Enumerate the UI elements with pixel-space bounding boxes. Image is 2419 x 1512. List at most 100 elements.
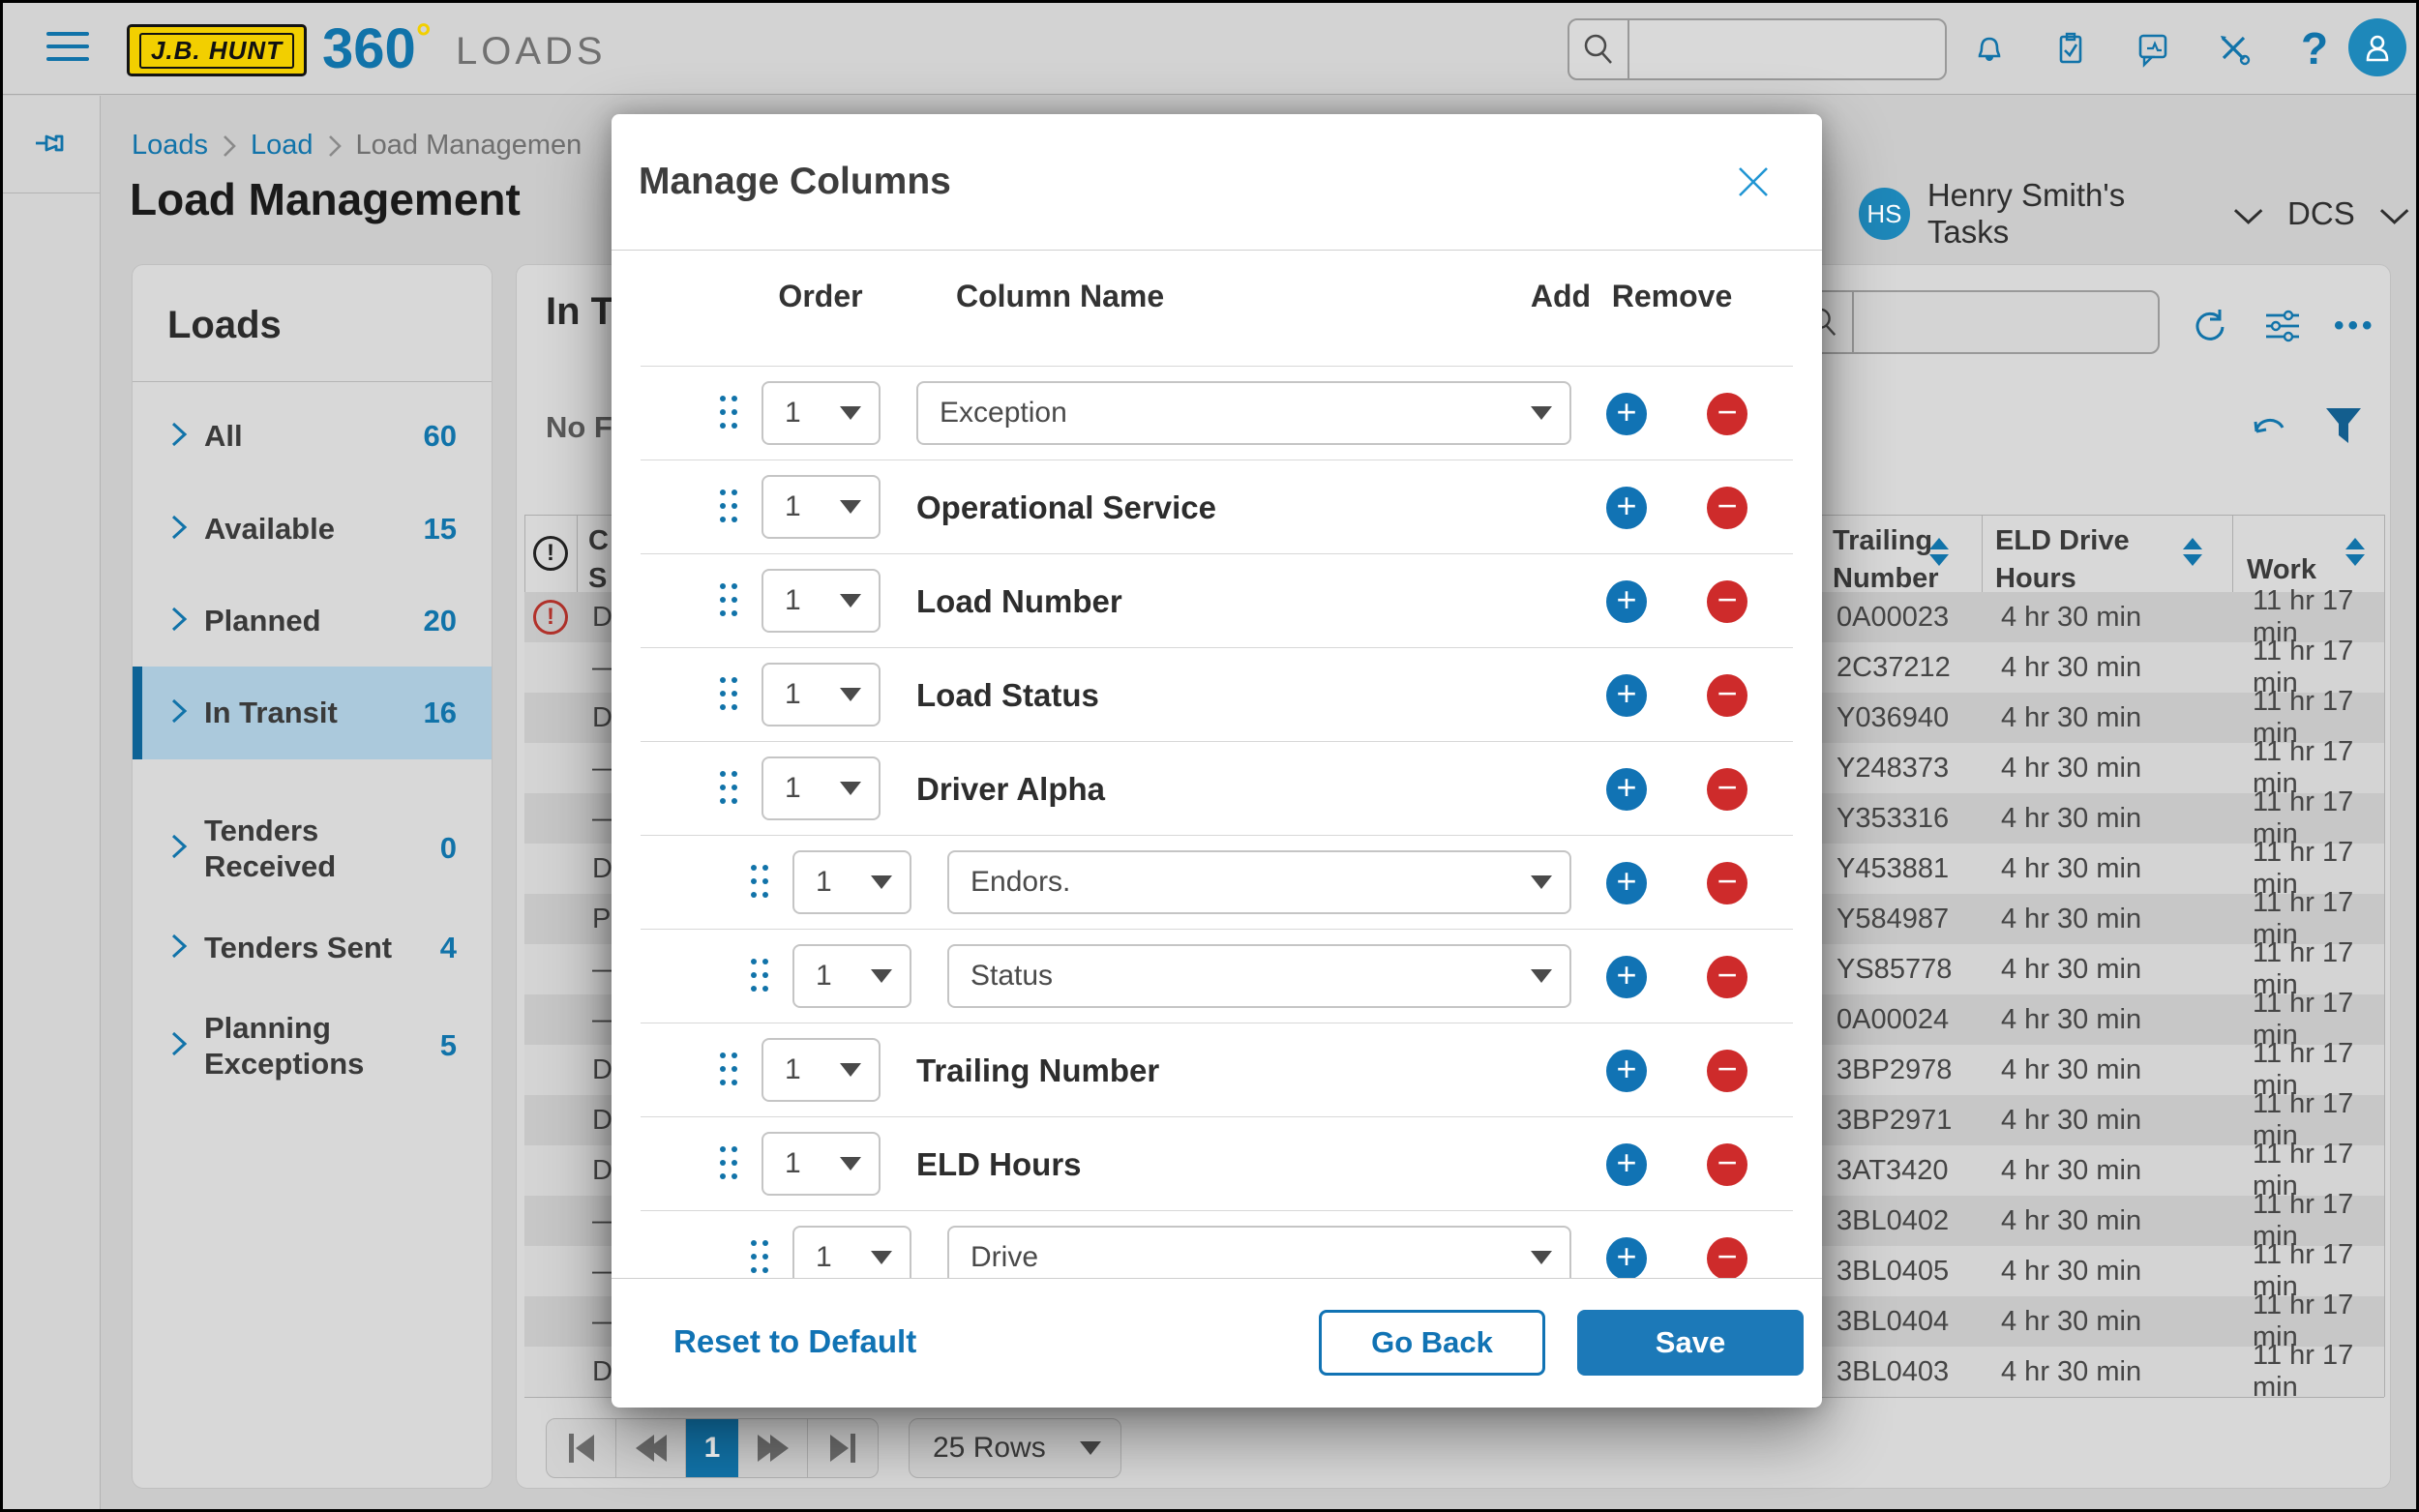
remove-column-button[interactable]: − — [1707, 1237, 1747, 1278]
save-button[interactable]: Save — [1577, 1310, 1804, 1376]
add-column-button[interactable]: + — [1606, 1143, 1647, 1186]
table-search-input[interactable] — [1854, 292, 2158, 352]
add-column-button[interactable]: + — [1606, 487, 1647, 529]
last-page-button[interactable] — [808, 1419, 878, 1477]
rows-per-page-select[interactable]: 25 Rows — [909, 1418, 1121, 1478]
drag-handle-icon[interactable] — [751, 865, 768, 898]
alert-column-header-icon[interactable]: ! — [533, 536, 568, 571]
order-select[interactable]: 1 — [762, 381, 881, 445]
global-search[interactable] — [1568, 18, 1947, 80]
remove-column-button[interactable]: − — [1707, 1143, 1747, 1186]
drag-handle-icon[interactable] — [751, 959, 768, 992]
filter-funnel-icon[interactable] — [2322, 404, 2365, 453]
next-page-button[interactable] — [738, 1419, 808, 1477]
sidebar-item-available[interactable]: Available 15 — [133, 483, 492, 576]
close-icon[interactable] — [1732, 161, 1775, 203]
remove-column-button[interactable]: − — [1707, 487, 1747, 529]
first-page-button[interactable] — [547, 1419, 616, 1477]
remove-column-button[interactable]: − — [1707, 580, 1747, 623]
feedback-chat-icon[interactable] — [2130, 26, 2174, 71]
go-back-button[interactable]: Go Back — [1319, 1310, 1545, 1376]
order-select[interactable]: 1 — [762, 756, 881, 820]
remove-column-button[interactable]: − — [1707, 956, 1747, 998]
add-column-button[interactable]: + — [1606, 674, 1647, 717]
help-icon[interactable]: ? — [2300, 23, 2329, 74]
add-column-button[interactable]: + — [1606, 768, 1647, 811]
notifications-bell-icon[interactable] — [1967, 26, 2012, 71]
current-page-button[interactable]: 1 — [686, 1419, 738, 1477]
previous-page-button[interactable] — [616, 1419, 686, 1477]
global-search-input[interactable] — [1629, 20, 1945, 78]
order-select[interactable]: 1 — [792, 850, 911, 914]
caret-down-icon — [871, 1251, 892, 1264]
sidebar-item-planned[interactable]: Planned 20 — [133, 575, 492, 667]
order-select[interactable]: 1 — [762, 569, 881, 633]
drag-handle-icon[interactable] — [720, 396, 737, 429]
trailing-number-column-header[interactable]: Trailing Number — [1833, 525, 1939, 595]
drag-handle-icon[interactable] — [720, 1052, 737, 1085]
undo-icon[interactable] — [2247, 408, 2297, 449]
sort-icon[interactable] — [2345, 538, 2365, 566]
add-column-button[interactable]: + — [1606, 393, 1647, 435]
order-select[interactable]: 1 — [762, 1132, 881, 1196]
sidebar-item-label: Tenders Sent — [204, 931, 393, 965]
drag-handle-icon[interactable] — [720, 677, 737, 710]
sort-icon[interactable] — [2183, 538, 2202, 566]
table-search[interactable] — [1792, 290, 2160, 354]
remove-column-button[interactable]: − — [1707, 674, 1747, 717]
remove-column-button[interactable]: − — [1707, 768, 1747, 811]
top-bar: J.B. HUNT 360° LOADS ? — [3, 3, 2416, 95]
add-column-button[interactable]: + — [1606, 1050, 1647, 1092]
add-column-button[interactable]: + — [1606, 580, 1647, 623]
add-column-button[interactable]: + — [1606, 1237, 1647, 1278]
sidebar-item-all[interactable]: All 60 — [133, 390, 492, 483]
user-avatar-icon[interactable] — [2348, 18, 2406, 76]
drag-handle-icon[interactable] — [720, 1146, 737, 1179]
reset-to-default-link[interactable]: Reset to Default — [673, 1323, 917, 1359]
sidebar-item-in-transit[interactable]: In Transit 16 — [133, 667, 492, 759]
org-selector[interactable]: DCS — [2287, 195, 2355, 231]
order-select[interactable]: 1 — [762, 475, 881, 539]
breadcrumb-load[interactable]: Load — [251, 130, 314, 161]
order-select[interactable]: 1 — [792, 944, 911, 1008]
sidebar-item-tenders-received[interactable]: Tenders Received 0 — [133, 802, 492, 895]
remove-column-button[interactable]: − — [1707, 1050, 1747, 1092]
tools-icon[interactable] — [2211, 26, 2255, 71]
add-column-button[interactable]: + — [1606, 956, 1647, 998]
chevron-down-icon[interactable] — [2378, 207, 2410, 226]
sort-icon[interactable] — [1929, 538, 1949, 566]
remove-header: Remove — [1611, 279, 1733, 313]
drag-handle-icon[interactable] — [751, 1240, 768, 1273]
order-select[interactable]: 1 — [792, 1226, 911, 1278]
order-select[interactable]: 1 — [762, 1038, 881, 1102]
column-settings-icon[interactable] — [2260, 304, 2305, 348]
hamburger-menu-icon[interactable] — [46, 32, 89, 67]
column-name-select[interactable]: Status — [947, 944, 1571, 1008]
breadcrumb-loads[interactable]: Loads — [132, 130, 209, 161]
eld-drive-hours-column-header[interactable]: ELD Drive Hours — [1995, 525, 2130, 595]
sidebar-item-tenders-sent[interactable]: Tenders Sent 4 — [133, 902, 492, 994]
column-name-select[interactable]: Drive — [947, 1226, 1571, 1278]
trailing-number-cell: Y036940 — [1837, 701, 1950, 733]
remove-column-button[interactable]: − — [1707, 862, 1747, 904]
alert-icon[interactable]: ! — [533, 600, 568, 635]
column-name-select[interactable]: Exception — [916, 381, 1571, 445]
column-name-select[interactable]: Endors. — [947, 850, 1571, 914]
order-select[interactable]: 1 — [762, 663, 881, 726]
sidebar-item-planning-exceptions[interactable]: Planning Exceptions 5 — [133, 999, 492, 1092]
drag-handle-icon[interactable] — [720, 489, 737, 522]
refresh-icon[interactable] — [2187, 304, 2231, 348]
pin-icon[interactable] — [30, 121, 75, 170]
degree-mark: ° — [415, 16, 432, 59]
work-column-header[interactable]: Work — [2247, 554, 2316, 585]
tasks-clipboard-icon[interactable] — [2048, 26, 2093, 71]
user-tasks-label[interactable]: Henry Smith's Tasks — [1926, 177, 2126, 250]
remove-column-button[interactable]: − — [1707, 393, 1747, 435]
drag-handle-icon[interactable] — [720, 583, 737, 616]
eld-drive-hours-cell: 4 hr 30 min — [2001, 1305, 2142, 1337]
more-options-icon[interactable]: ••• — [2334, 310, 2376, 341]
drag-handle-icon[interactable] — [720, 771, 737, 804]
add-column-button[interactable]: + — [1606, 862, 1647, 904]
chevron-down-icon[interactable] — [2232, 207, 2264, 226]
